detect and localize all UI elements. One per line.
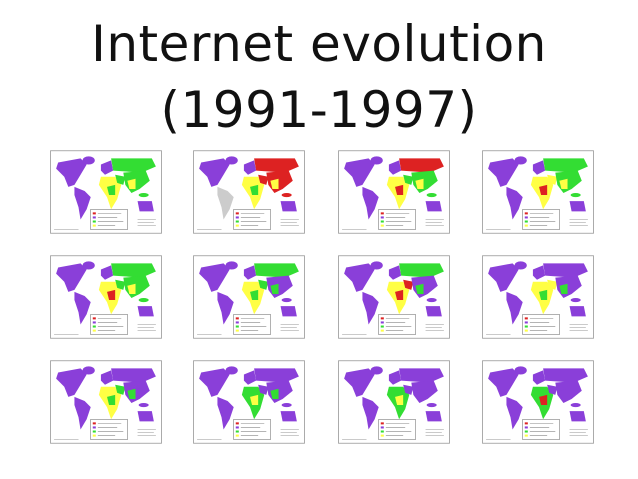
slide-title-line: Internet evolution: [91, 15, 547, 73]
map-thumbnail: [50, 150, 162, 234]
map-thumbnail: [193, 150, 305, 234]
map-thumbnail: [338, 150, 450, 234]
slide-title-line: (1991-1997): [160, 81, 478, 139]
map-thumbnail: [482, 150, 594, 234]
map-thumbnail: [338, 255, 450, 339]
map-thumbnail: [50, 255, 162, 339]
map-thumbnail: [338, 360, 450, 444]
map-thumbnail: [193, 360, 305, 444]
map-thumbnail: [193, 255, 305, 339]
map-thumbnail: [482, 360, 594, 444]
map-thumbnail: [482, 255, 594, 339]
map-thumbnail: [50, 360, 162, 444]
